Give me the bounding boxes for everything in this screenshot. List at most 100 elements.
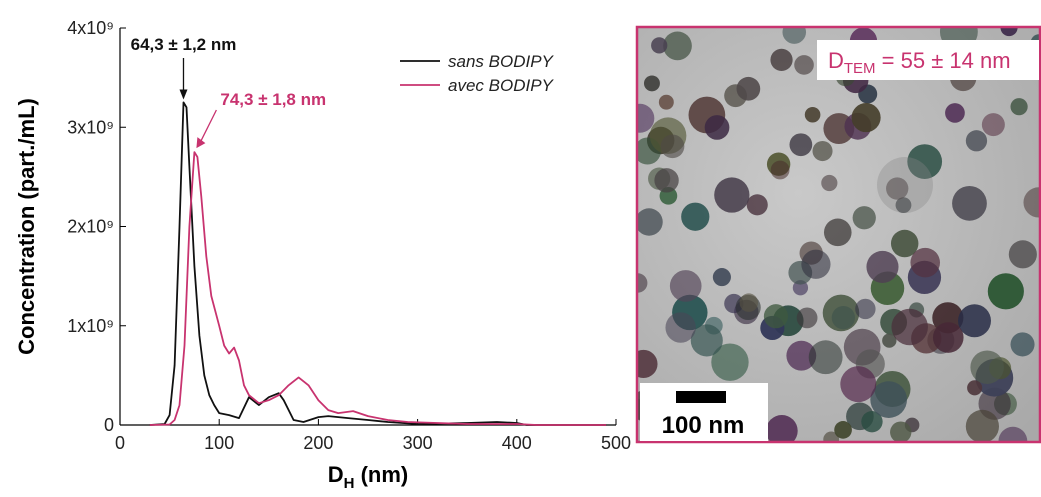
particle: [895, 197, 912, 214]
particle: [907, 144, 943, 179]
arrow-head: [179, 89, 188, 100]
x-tick-label: 500: [601, 433, 631, 453]
chart: 0 1x10⁹ 2x10⁹ 3x10⁹ 4x10⁹ 0 100 200 300 400 500 Con…: [14, 18, 631, 492]
particle: [1008, 240, 1037, 269]
particle: [714, 177, 750, 213]
x-label-main: D: [328, 462, 344, 487]
tem-background: [637, 27, 1041, 442]
particle: [952, 185, 987, 221]
particle: [669, 270, 702, 302]
blur-spot: [877, 157, 933, 213]
particle: [958, 304, 991, 338]
particle: [866, 250, 899, 283]
x-axis-label: DH (nm): [328, 462, 409, 492]
particle: [654, 168, 679, 193]
particle: [855, 298, 876, 320]
particle: [831, 306, 856, 330]
particle: [770, 48, 793, 71]
x-tick-label: 400: [502, 433, 532, 453]
particle: [870, 381, 908, 418]
x-label-sub: H: [344, 475, 355, 492]
legend-label: avec BODIPY: [448, 76, 555, 95]
particle: [660, 134, 685, 159]
particle: [840, 366, 877, 403]
y-axis-label: Concentration (part./mL): [14, 98, 39, 355]
particle: [789, 133, 813, 157]
particle: [1023, 187, 1041, 218]
y-tick-label: 3x10⁹: [67, 117, 114, 137]
particle: [823, 218, 852, 247]
x-tick-label: 300: [403, 433, 433, 453]
label-main: D: [828, 48, 844, 73]
particle: [970, 350, 1004, 384]
tem-image: DTEM = 55 ± 14 nm 100 nm: [635, 25, 1041, 444]
y-tick-label: 4x10⁹: [67, 18, 114, 38]
particle: [891, 308, 928, 346]
particle: [746, 194, 768, 216]
particle: [736, 76, 761, 101]
particle: [711, 343, 749, 381]
y-tick-label: 0: [104, 415, 114, 435]
particle: [945, 103, 965, 123]
particle: [637, 349, 658, 379]
scale-bar: [676, 391, 726, 403]
particle: [796, 307, 818, 329]
particle: [637, 273, 648, 293]
x-tick-label: 100: [204, 433, 234, 453]
particle: [782, 27, 807, 44]
series-line: [149, 151, 607, 426]
particle: [801, 249, 831, 279]
peak-annotation: 74,3 ± 1,8 nm: [220, 90, 326, 109]
particle: [965, 130, 988, 152]
particle: [739, 293, 759, 312]
particle: [987, 273, 1024, 310]
x-tick-label: 200: [303, 433, 333, 453]
particle: [998, 426, 1028, 442]
particle: [1010, 98, 1028, 116]
particle: [770, 160, 790, 180]
particle: [890, 421, 912, 442]
particle: [967, 380, 983, 396]
particle: [910, 247, 940, 278]
particle: [932, 322, 964, 353]
particle: [804, 106, 821, 123]
scale-label: 100 nm: [662, 412, 745, 439]
particle: [812, 140, 833, 162]
particle: [704, 115, 730, 140]
particle: [851, 103, 881, 133]
particle: [882, 333, 897, 348]
y-tick-label: 2x10⁹: [67, 217, 114, 237]
particle: [665, 312, 696, 343]
particle: [663, 31, 692, 61]
annotation-arrow: [197, 109, 217, 147]
particle: [765, 414, 798, 442]
particle: [690, 324, 723, 357]
particle: [808, 340, 843, 375]
particle: [712, 268, 731, 287]
particle: [834, 421, 852, 439]
y-tick-label: 1x10⁹: [67, 316, 114, 336]
legend-label: sans BODIPY: [448, 52, 555, 71]
label-sub: TEM: [844, 60, 876, 77]
particle: [763, 304, 788, 329]
tem-label: DTEM = 55 ± 14 nm: [828, 48, 1011, 77]
particle: [890, 229, 919, 258]
image-border: [635, 25, 1041, 444]
particle: [1000, 27, 1018, 37]
particle: [965, 409, 1000, 442]
particle: [637, 103, 655, 133]
particle: [794, 55, 814, 75]
label-box: [817, 40, 1039, 80]
arrow-head: [196, 137, 206, 149]
particle: [1010, 332, 1035, 357]
series-line: [149, 101, 607, 426]
particle: [681, 202, 710, 231]
label-rest: = 55 ± 14 nm: [876, 48, 1011, 73]
particle: [981, 113, 1005, 137]
particle: [637, 208, 663, 236]
particle: [852, 206, 876, 230]
particle: [658, 94, 674, 110]
x-tick-label: 0: [115, 433, 125, 453]
x-label-rest: (nm): [354, 462, 408, 487]
